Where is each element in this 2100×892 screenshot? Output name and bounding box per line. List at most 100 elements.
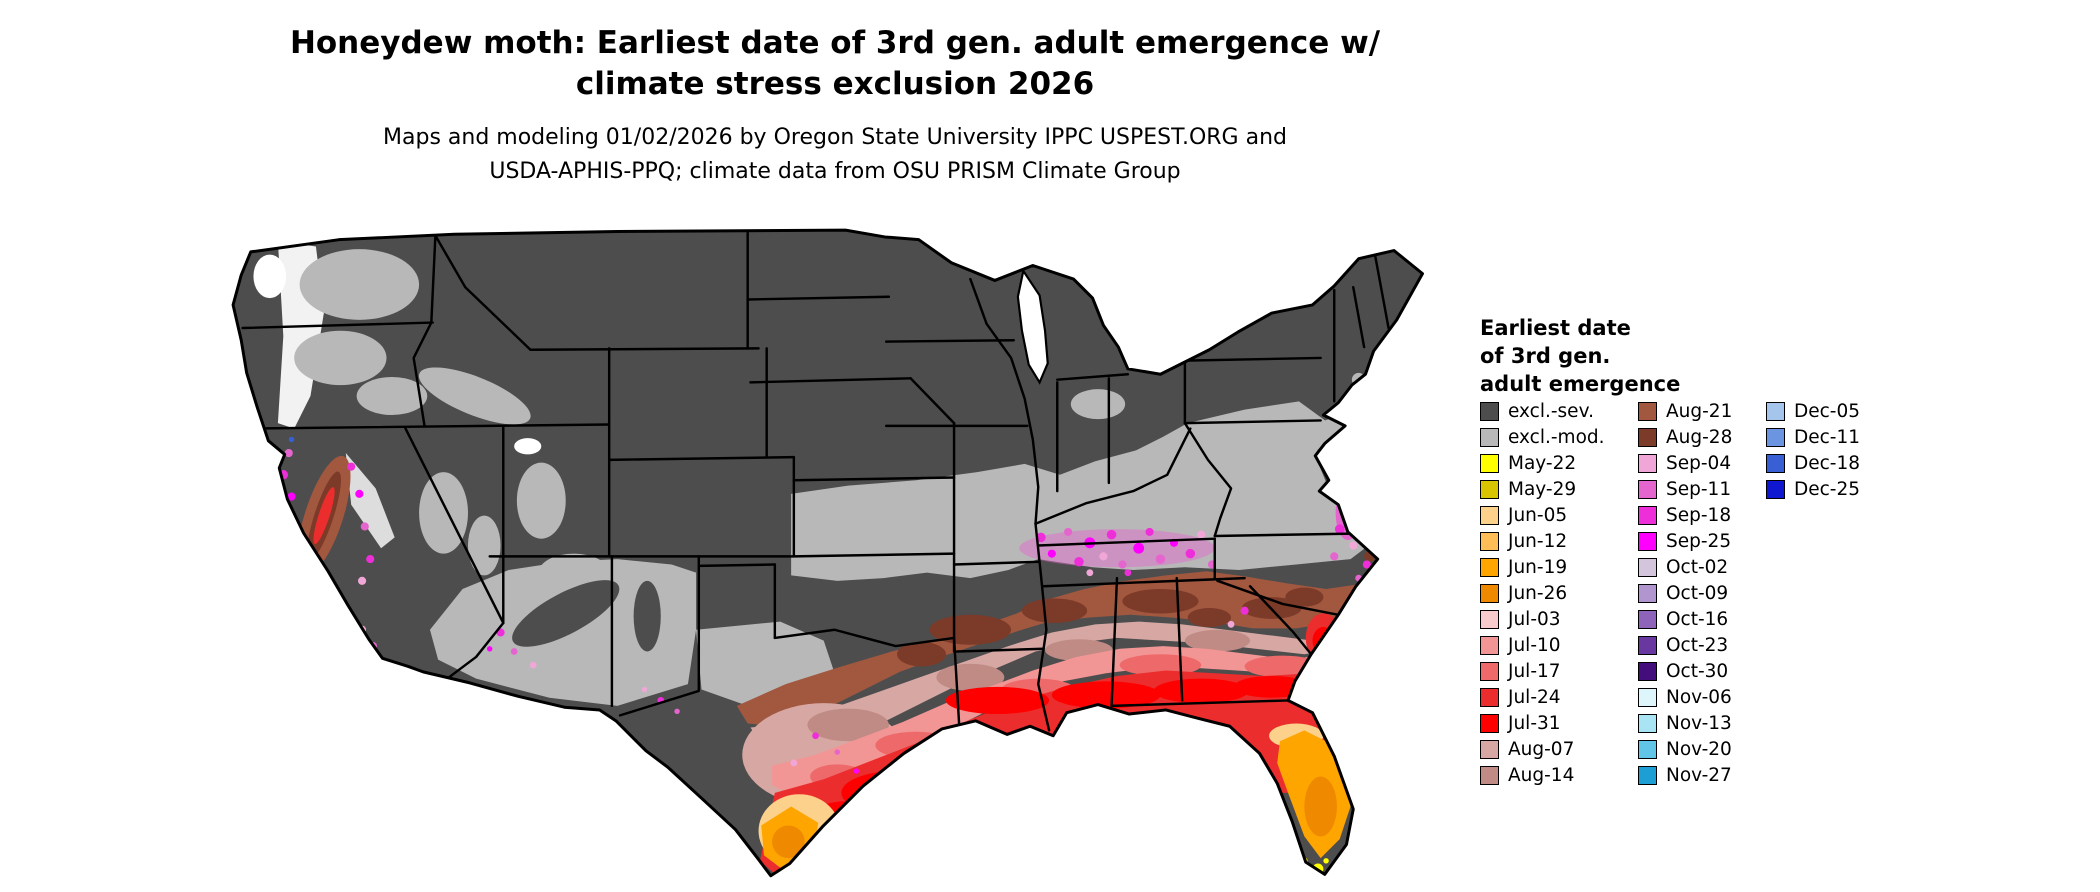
legend-label: Aug-14 (1508, 765, 1575, 786)
legend-title-line-2: of 3rd gen. (1480, 344, 1611, 368)
subtitle-line-1: Maps and modeling 01/02/2026 by Oregon S… (383, 125, 1287, 150)
legend-swatch-Aug-21 (1638, 402, 1657, 421)
legend-entry: Jun-26 (1480, 584, 1605, 603)
legend-entry: Jun-12 (1480, 532, 1605, 551)
legend-title: Earliest date of 3rd gen. adult emergenc… (1480, 314, 1680, 398)
legend-label: excl.-mod. (1508, 427, 1605, 448)
legend-swatch-Jun-26 (1480, 584, 1499, 603)
legend-entry: May-22 (1480, 454, 1605, 473)
legend-entry: Sep-18 (1638, 506, 1732, 525)
legend-swatch-May-22 (1480, 454, 1499, 473)
legend-swatch-May-29 (1480, 480, 1499, 499)
legend-label: excl.-sev. (1508, 401, 1594, 422)
legend-title-line-3: adult emergence (1480, 372, 1681, 396)
legend-label: Jun-12 (1508, 531, 1568, 552)
legend-entry: Jul-17 (1480, 662, 1605, 681)
legend-entry: Jul-31 (1480, 714, 1605, 733)
legend-entry: Sep-11 (1638, 480, 1732, 499)
legend-entry: Nov-13 (1638, 714, 1732, 733)
legend-entry: May-29 (1480, 480, 1605, 499)
legend-column-3: Dec-05 Dec-11 Dec-18 Dec-25 (1766, 402, 1860, 499)
legend-swatch-Aug-28 (1638, 428, 1657, 447)
legend-label: Jul-24 (1508, 687, 1561, 708)
legend-swatch-Sep-18 (1638, 506, 1657, 525)
legend-swatch-Jul-24 (1480, 688, 1499, 707)
legend-label: Nov-20 (1666, 739, 1732, 760)
legend-entry: Aug-28 (1638, 428, 1732, 447)
legend-entry: Nov-06 (1638, 688, 1732, 707)
legend-label: Jun-26 (1508, 583, 1568, 604)
legend-label: Nov-27 (1666, 765, 1732, 786)
legend-label: Aug-07 (1508, 739, 1575, 760)
legend-swatch-Nov-13 (1638, 714, 1657, 733)
legend-entry: Dec-25 (1766, 480, 1860, 499)
legend-swatch-Dec-05 (1766, 402, 1785, 421)
legend-swatch-Oct-16 (1638, 610, 1657, 629)
legend-entry: Dec-18 (1766, 454, 1860, 473)
legend-swatch-Jul-10 (1480, 636, 1499, 655)
legend-swatch-Dec-11 (1766, 428, 1785, 447)
legend-label: Sep-11 (1666, 479, 1732, 500)
legend-label: Aug-21 (1666, 401, 1733, 422)
legend-swatch-Jul-17 (1480, 662, 1499, 681)
legend-entry: excl.-mod. (1480, 428, 1605, 447)
legend-swatch-Sep-04 (1638, 454, 1657, 473)
legend-label: Aug-28 (1666, 427, 1733, 448)
legend-swatch-Dec-25 (1766, 480, 1785, 499)
legend-column-2: Aug-21 Aug-28 Sep-04 Sep-11 Sep-18 Sep-25 Oct-… (1638, 402, 1732, 785)
legend-label: Jun-05 (1508, 505, 1568, 526)
legend-entry: Jun-05 (1480, 506, 1605, 525)
us-outline (231, 228, 1424, 878)
legend-entry: Oct-30 (1638, 662, 1732, 681)
legend-entry: Dec-11 (1766, 428, 1860, 447)
legend-label: Jul-10 (1508, 635, 1561, 656)
title-line-2: climate stress exclusion 2026 (575, 66, 1095, 102)
legend-label: Oct-09 (1666, 583, 1729, 604)
page-title: Honeydew moth: Earliest date of 3rd gen.… (210, 23, 1460, 105)
legend-entry: Jul-24 (1480, 688, 1605, 707)
legend-label: Jul-03 (1508, 609, 1561, 630)
legend-label: Dec-05 (1794, 401, 1861, 422)
legend-label: Sep-04 (1666, 453, 1732, 474)
region-excluded-severe-overlays (512, 580, 661, 652)
legend-label: Jul-17 (1508, 661, 1561, 682)
legend-label: Nov-13 (1666, 713, 1732, 734)
legend-entry: Oct-09 (1638, 584, 1732, 603)
legend-entry: excl.-sev. (1480, 402, 1605, 421)
legend-label: Oct-16 (1666, 609, 1729, 630)
legend-entry: Aug-14 (1480, 766, 1605, 785)
legend-column-1: excl.-sev. excl.-mod. May-22 May-29 Jun-05 Ju… (1480, 402, 1605, 785)
legend-entry: Sep-25 (1638, 532, 1732, 551)
us-choropleth-map (210, 222, 1432, 888)
legend-label: Oct-23 (1666, 635, 1729, 656)
legend-swatch-Nov-20 (1638, 740, 1657, 759)
legend-label: May-29 (1508, 479, 1577, 500)
legend-swatch-Sep-25 (1638, 532, 1657, 551)
legend-entry: Aug-21 (1638, 402, 1732, 421)
legend-swatch-Aug-14 (1480, 766, 1499, 785)
legend-label: Sep-18 (1666, 505, 1732, 526)
legend-swatch-Oct-30 (1638, 662, 1657, 681)
legend-title-line-1: Earliest date (1480, 316, 1631, 340)
legend-label: Dec-25 (1794, 479, 1861, 500)
title-line-1: Honeydew moth: Earliest date of 3rd gen.… (289, 25, 1381, 61)
legend-swatch-Jun-05 (1480, 506, 1499, 525)
state-borders (241, 231, 1390, 732)
legend-entry: Dec-05 (1766, 402, 1860, 421)
legend-swatch-excl.-mod. (1480, 428, 1499, 447)
legend-swatch-Jun-19 (1480, 558, 1499, 577)
legend-entry: Sep-04 (1638, 454, 1732, 473)
legend-swatch-Nov-27 (1638, 766, 1657, 785)
legend-swatch-excl.-sev. (1480, 402, 1499, 421)
legend-swatch-Nov-06 (1638, 688, 1657, 707)
legend-swatch-Jun-12 (1480, 532, 1499, 551)
legend-swatch-Jul-03 (1480, 610, 1499, 629)
legend-entry: Aug-07 (1480, 740, 1605, 759)
legend-swatch-Sep-11 (1638, 480, 1657, 499)
legend-swatch-Oct-09 (1638, 584, 1657, 603)
legend-entry: Nov-20 (1638, 740, 1732, 759)
legend-label: Nov-06 (1666, 687, 1732, 708)
legend-label: Sep-25 (1666, 531, 1732, 552)
legend-label: May-22 (1508, 453, 1577, 474)
